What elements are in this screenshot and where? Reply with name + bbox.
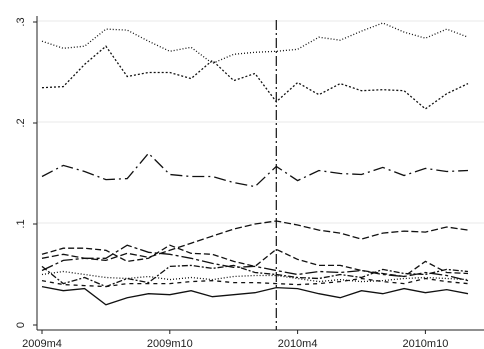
series-line-6: [41, 244, 469, 282]
gridlines: [37, 20, 484, 224]
x-tick-label: 2010m10: [402, 338, 448, 349]
y-tick-label: 0: [15, 322, 27, 328]
x-tick-label: 2010m4: [278, 338, 318, 349]
axes: [36, 16, 484, 331]
series-line-9: [41, 277, 469, 288]
series-line-3: [41, 152, 469, 188]
x-tick-label: 2009m10: [147, 338, 193, 349]
y-tick-label: .3: [15, 17, 27, 26]
series-line-1: [41, 22, 469, 65]
series-line-10: [41, 285, 469, 306]
y-ticks: .3 .2 .1 0: [15, 17, 37, 328]
series-layer: [41, 22, 469, 306]
y-tick-label: .2: [15, 118, 27, 127]
x-ticks: 2009m4 2009m10 2010m4 2010m10: [22, 330, 448, 349]
series-line-2: [41, 45, 469, 110]
series-line-7: [41, 264, 469, 288]
series-line-8: [41, 270, 469, 283]
series-line-4: [41, 220, 469, 262]
y-tick-label: .1: [15, 219, 27, 228]
x-tick-label: 2009m4: [22, 338, 62, 349]
